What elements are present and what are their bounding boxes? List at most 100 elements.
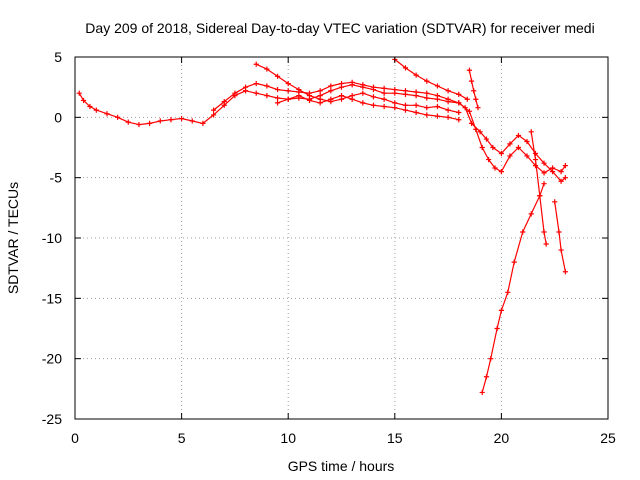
data-point [296,93,302,99]
data-point [338,93,345,99]
data-point [532,150,539,157]
y-tick-label: -20 [42,351,62,367]
series-track-8 [528,129,549,247]
data-point [473,96,479,102]
data-point [264,66,270,72]
data-point [488,356,494,362]
data-point [424,95,430,101]
data-point [413,109,419,116]
data-point [80,97,87,104]
data-point [471,88,477,94]
data-point [349,79,355,85]
data-point [381,85,387,91]
data-point [424,112,430,118]
data-point [274,73,281,79]
series-track-3 [253,61,462,116]
data-point [541,160,547,166]
data-point [562,175,568,181]
data-point [492,165,498,171]
data-point [541,229,547,235]
data-point [466,108,473,114]
y-tick-label: 5 [54,49,62,65]
data-point [210,112,217,118]
data-point [494,325,500,332]
data-point [328,96,334,102]
data-point [524,153,530,159]
series-line [554,201,567,273]
series-line [394,58,468,100]
data-point [424,90,430,96]
data-point [264,83,270,89]
data-point [115,114,121,120]
series-track-4 [274,93,462,123]
data-point [253,90,259,96]
data-point [532,156,539,163]
data-point [274,86,281,93]
data-point [507,141,513,147]
data-point [136,121,142,128]
x-tick-label: 20 [494,430,510,446]
data-point [505,289,511,295]
data-point [456,109,462,116]
data-point [413,72,419,78]
data-point [189,118,195,124]
data-point [520,229,526,235]
series-line [78,84,567,174]
data-point [93,107,99,113]
data-point [445,96,451,102]
data-point [434,83,441,89]
data-point [296,86,302,93]
data-point [349,96,355,102]
data-point [498,169,504,175]
data-point [528,211,534,217]
data-point [402,102,409,108]
data-point [232,90,238,96]
data-point [285,96,291,102]
data-point [147,120,153,126]
data-point [477,129,483,135]
data-point [486,156,492,163]
data-point [328,83,334,89]
series-track-1 [76,82,568,176]
data-point [462,105,468,111]
data-point [285,88,291,94]
data-point [381,90,387,96]
data-point [381,96,387,102]
series-track-6 [466,67,481,111]
series-line [255,63,460,114]
data-point [274,100,281,106]
data-point [210,107,217,113]
data-point [402,88,409,94]
data-point [515,132,522,139]
data-point [479,144,485,151]
data-point [541,181,547,187]
data-point [558,178,564,184]
series-track-5 [392,56,470,102]
data-point [104,111,110,117]
data-point [360,90,366,96]
data-point [317,100,323,106]
data-point [253,61,259,67]
data-point [511,259,517,265]
data-point [445,107,451,113]
data-point [381,103,387,110]
data-point [306,97,313,104]
data-point [402,65,409,71]
data-point [87,103,93,110]
data-point [549,169,556,175]
y-tick-label: -15 [42,290,62,306]
data-point [200,120,206,126]
data-point [464,96,470,102]
data-point [392,86,398,93]
data-point [168,117,174,123]
data-point [179,115,185,122]
series-track-7 [479,181,547,396]
data-point [468,78,475,84]
data-point [498,150,504,157]
data-point [317,88,323,94]
series-track-2 [210,79,568,184]
data-point [413,102,419,108]
data-point [157,118,163,124]
data-point [456,100,462,106]
